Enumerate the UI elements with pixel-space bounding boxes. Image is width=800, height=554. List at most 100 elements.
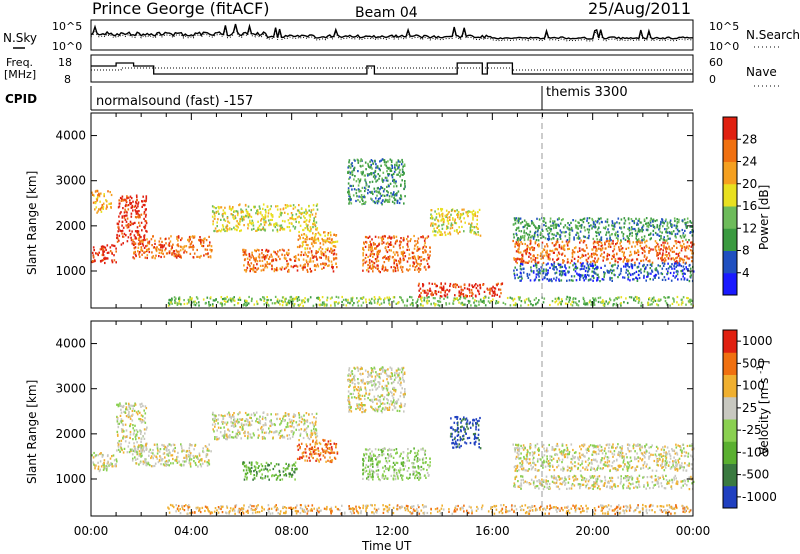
scatter-cell: [271, 214, 274, 217]
scatter-cell: [205, 455, 208, 458]
scatter-cell: [168, 250, 171, 253]
scatter-cell: [675, 275, 678, 278]
scatter-cell: [428, 256, 430, 259]
scatter-cell: [236, 210, 239, 213]
scatter-cell: [181, 450, 183, 453]
scatter-cell: [663, 222, 665, 225]
scatter-cell: [328, 250, 331, 253]
scatter-cell: [315, 265, 317, 268]
scatter-cell: [635, 234, 638, 238]
scatter-cell: [573, 275, 576, 278]
scatter-cell: [385, 257, 388, 260]
scatter-cell: [562, 218, 564, 221]
scatter-cell: [616, 230, 619, 233]
scatter-cell: [133, 257, 136, 260]
scatter-cell: [513, 269, 515, 272]
scatter-cell: [103, 466, 105, 469]
scatter-cell: [547, 262, 549, 265]
scatter-cell: [509, 304, 512, 307]
scatter-cell: [458, 217, 461, 220]
scatter-cell: [684, 229, 686, 232]
scatter-cell: [603, 275, 605, 278]
scatter-cell: [153, 246, 156, 249]
scatter-cell: [634, 261, 636, 264]
scatter-cell: [333, 302, 336, 305]
scatter-cell: [683, 218, 686, 221]
scatter-cell: [294, 297, 297, 300]
scatter-cell: [375, 247, 377, 250]
scatter-cell: [165, 247, 167, 250]
scatter-cell: [643, 219, 646, 222]
scatter-cell: [135, 212, 138, 215]
scatter-cell: [122, 405, 124, 408]
scatter-cell: [476, 227, 479, 230]
scatter-cell: [389, 169, 392, 172]
scatter-cell: [527, 222, 530, 226]
scatter-cell: [325, 239, 327, 242]
scatter-cell: [461, 213, 464, 216]
scatter-cell: [418, 247, 421, 250]
scatter-cell: [597, 220, 599, 223]
scatter-cell: [446, 293, 449, 296]
scatter-cell: [426, 259, 428, 262]
scatter-cell: [430, 213, 432, 216]
scatter-cell: [650, 248, 652, 251]
scatter-cell: [624, 265, 627, 268]
scatter-cell: [409, 257, 412, 260]
scatter-cell: [310, 227, 312, 231]
scatter-cell: [636, 240, 639, 243]
scatter-cell: [318, 256, 321, 259]
scatter-cell: [628, 234, 631, 237]
scatter-cell: [278, 215, 281, 218]
scatter-cell: [487, 300, 490, 303]
scatter-cell: [472, 216, 474, 219]
scatter-cell: [592, 220, 595, 223]
scatter-cell: [600, 236, 603, 239]
scatter-cell: [650, 217, 652, 220]
scatter-cell: [690, 245, 693, 248]
scatter-cell: [150, 238, 153, 241]
scatter-cell: [430, 224, 432, 227]
scatter-cell: [523, 229, 526, 232]
scatter-cell: [627, 264, 629, 267]
scatter-cell: [127, 414, 129, 417]
scatter-cell: [662, 249, 664, 252]
scatter-cell: [137, 232, 140, 235]
scatter-cell: [546, 245, 549, 248]
scatter-cell: [106, 206, 108, 209]
scatter-cell: [167, 444, 169, 447]
scatter-cell: [532, 258, 534, 261]
scatter-cell: [247, 216, 250, 219]
scatter-cell: [186, 457, 188, 461]
scatter-cell: [188, 444, 191, 447]
scatter-cell: [526, 272, 529, 276]
scatter-cell: [470, 231, 472, 234]
scatter-cell: [394, 166, 396, 169]
scatter-cell: [106, 251, 109, 254]
scatter-cell: [626, 240, 629, 243]
scatter-cell: [380, 236, 382, 239]
scatter-cell: [453, 209, 456, 213]
scatter-cell: [252, 266, 255, 269]
scatter-cell: [142, 404, 144, 408]
scatter-cell: [672, 230, 675, 233]
scatter-cell: [353, 168, 355, 171]
scatter-cell: [110, 462, 112, 465]
y-tick-label: 2000: [55, 219, 86, 233]
scatter-cell: [387, 183, 390, 186]
scatter-cell: [315, 250, 318, 253]
scatter-cell: [116, 430, 119, 433]
scatter-cell: [204, 248, 207, 251]
scatter-cell: [549, 230, 552, 233]
scatter-cell: [653, 296, 655, 299]
scatter-cell: [693, 243, 695, 246]
scatter-cell: [611, 254, 614, 258]
scatter-cell: [530, 240, 532, 243]
scatter-cell: [275, 268, 277, 271]
scatter-cell: [309, 214, 311, 217]
scatter-cell: [96, 199, 98, 202]
scatter-cell: [134, 458, 137, 461]
scatter-cell: [368, 302, 371, 305]
scatter-cell: [683, 277, 686, 280]
scatter-cell: [393, 262, 395, 265]
